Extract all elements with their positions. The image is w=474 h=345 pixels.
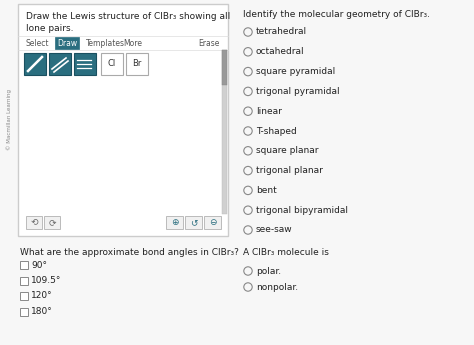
Text: © Macmillan Learning: © Macmillan Learning: [6, 89, 12, 150]
Bar: [222, 50, 227, 85]
Bar: [101, 53, 123, 75]
Bar: [20, 292, 28, 300]
Text: lone pairs.: lone pairs.: [26, 24, 73, 33]
Text: Identify the molecular geometry of ClBr₃.: Identify the molecular geometry of ClBr₃…: [243, 10, 430, 19]
Text: Draw: Draw: [57, 39, 77, 48]
Text: nonpolar.: nonpolar.: [256, 283, 298, 292]
Text: Templates: Templates: [86, 39, 125, 48]
Bar: [55, 37, 79, 49]
Bar: [26, 216, 42, 229]
Bar: [20, 276, 28, 285]
Bar: [20, 307, 28, 315]
Bar: [49, 53, 71, 75]
Text: ⟳: ⟳: [48, 218, 56, 227]
Text: tetrahedral: tetrahedral: [256, 28, 307, 37]
Text: Cl: Cl: [108, 59, 116, 69]
Bar: [74, 53, 96, 75]
Text: What are the approximate bond angles in ClBr₃?: What are the approximate bond angles in …: [20, 248, 239, 257]
Text: Select: Select: [26, 39, 49, 48]
Bar: [18, 4, 228, 236]
Text: Erase: Erase: [199, 39, 220, 48]
Text: polar.: polar.: [256, 266, 281, 276]
Text: Br: Br: [132, 59, 142, 69]
Text: linear: linear: [256, 107, 282, 116]
Text: ⟲: ⟲: [30, 218, 38, 227]
Text: 109.5°: 109.5°: [31, 276, 61, 285]
Text: 90°: 90°: [31, 260, 47, 269]
Text: More: More: [123, 39, 142, 48]
Text: ⊕: ⊕: [171, 218, 178, 227]
Text: ↺: ↺: [190, 218, 197, 227]
Text: square pyramidal: square pyramidal: [256, 67, 335, 76]
Bar: [20, 261, 28, 269]
Text: trigonal bipyramidal: trigonal bipyramidal: [256, 206, 348, 215]
Text: trigonal pyramidal: trigonal pyramidal: [256, 87, 340, 96]
Text: trigonal planar: trigonal planar: [256, 166, 323, 175]
Text: square planar: square planar: [256, 146, 319, 155]
Text: ⊖: ⊖: [209, 218, 216, 227]
Bar: [126, 53, 148, 75]
Text: octahedral: octahedral: [256, 47, 305, 56]
Text: A ClBr₃ molecule is: A ClBr₃ molecule is: [243, 248, 329, 257]
Text: Draw the Lewis structure of ClBr₃ showing all: Draw the Lewis structure of ClBr₃ showin…: [26, 12, 230, 21]
Text: T-shaped: T-shaped: [256, 127, 297, 136]
Text: 120°: 120°: [31, 292, 53, 300]
Text: 180°: 180°: [31, 307, 53, 316]
Bar: [185, 216, 202, 229]
Bar: [222, 50, 227, 214]
Bar: [24, 53, 46, 75]
Bar: [166, 216, 183, 229]
Text: bent: bent: [256, 186, 277, 195]
Text: see-saw: see-saw: [256, 226, 292, 235]
Bar: [44, 216, 60, 229]
Bar: [204, 216, 221, 229]
